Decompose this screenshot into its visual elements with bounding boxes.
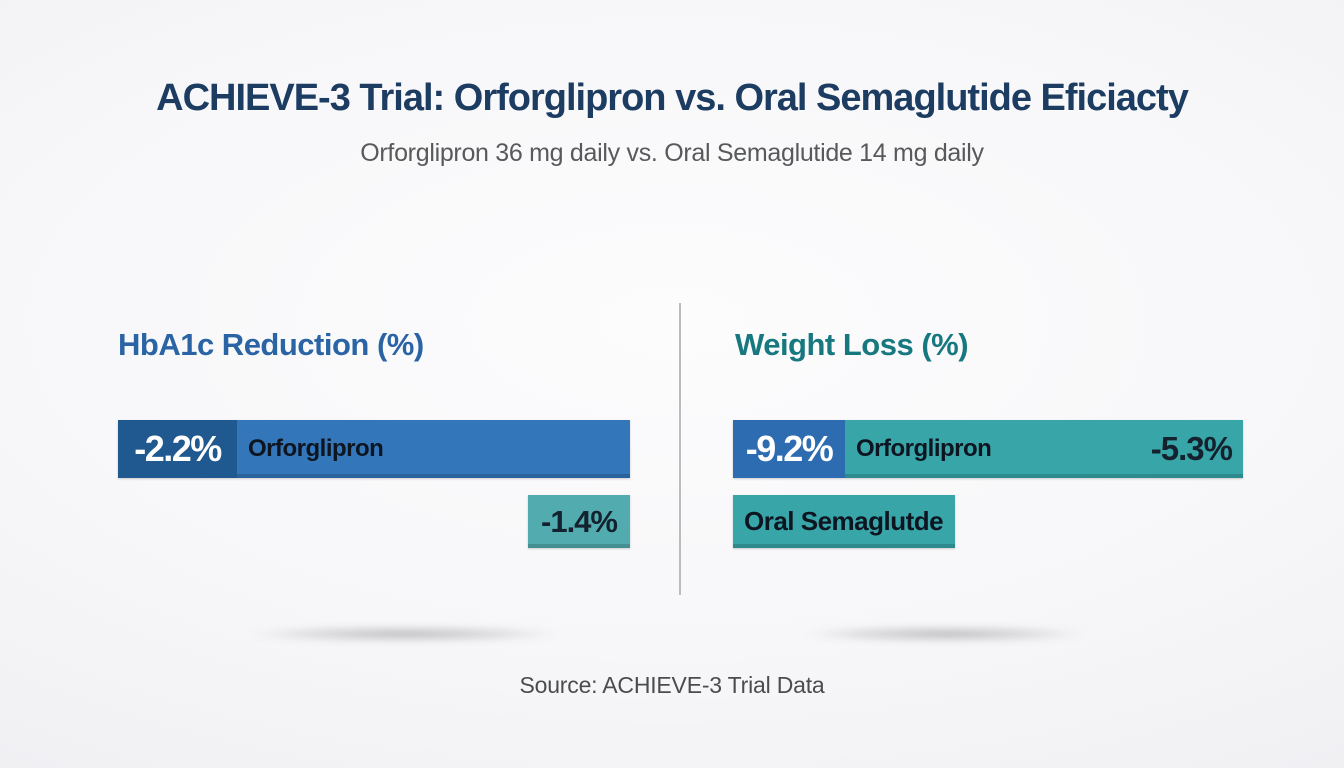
right-ground-shadow xyxy=(745,624,1145,644)
left-ground-shadow xyxy=(185,624,625,644)
source-note: Source: ACHIEVE-3 Trial Data xyxy=(519,672,825,698)
bar-name-label: Orforglipron xyxy=(248,435,384,462)
bar-weight-orforglipron: -9.2% Orforglipron -5.3% xyxy=(733,420,1243,478)
page-subtitle: Orforglipron 36 mg daily vs. Oral Semagl… xyxy=(360,139,984,167)
bar-hba1c-orforglipron: -2.2% Orforglipron xyxy=(118,420,630,478)
bar-name-label: Oral Semaglutde xyxy=(744,506,944,536)
bar-weight-oral-semaglutide: Oral Semaglutde xyxy=(733,495,955,548)
bar-value-label: -1.4% xyxy=(541,503,618,539)
bar-value-badge: -9.2% xyxy=(733,420,845,478)
page-title: ACHIEVE-3 Trial: Orforglipron vs. Oral S… xyxy=(156,77,1189,119)
bar-hba1c-oral-semaglutide: -1.4% xyxy=(528,495,630,548)
bar-secondary-value-label: -5.3% xyxy=(1150,430,1233,467)
panel-divider xyxy=(679,303,681,595)
chart-title-weight-loss: Weight Loss (%) xyxy=(735,327,969,362)
chart-title-hba1c: HbA1c Reduction (%) xyxy=(118,327,424,362)
bar-value-badge: -2.2% xyxy=(118,420,237,478)
bar-name-label: Orforglipron xyxy=(856,435,992,462)
